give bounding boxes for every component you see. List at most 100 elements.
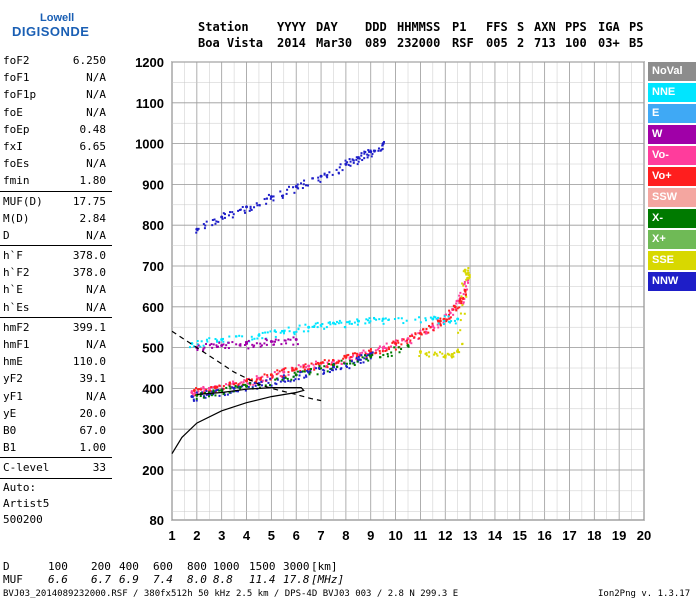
echo-point	[435, 352, 438, 355]
echo-point	[443, 315, 446, 318]
footer-value: 6.7	[91, 573, 111, 586]
echo-point	[447, 353, 450, 356]
echo-point	[330, 361, 333, 364]
echo-point	[345, 364, 348, 367]
echo-point	[263, 198, 266, 201]
echo-point	[239, 382, 242, 385]
echo-point	[462, 297, 465, 300]
echo-point	[249, 383, 252, 386]
echo-point	[406, 342, 409, 345]
header-row2-cell: Boa Vista	[198, 36, 264, 50]
param-name: yE	[3, 406, 17, 420]
echo-point	[467, 274, 470, 277]
echo-point	[397, 341, 400, 344]
echo-point	[468, 274, 471, 277]
echo-point	[269, 339, 273, 343]
echo-point	[242, 383, 245, 386]
echo-point	[410, 333, 413, 336]
echo-point	[248, 382, 251, 385]
footer-value: 1000	[213, 560, 240, 573]
echo-point	[420, 333, 423, 336]
echo-point	[316, 326, 319, 329]
header-row1-cell: DDD	[365, 20, 387, 34]
echo-point	[256, 377, 259, 380]
param-name: C-level	[3, 461, 50, 475]
header-row1-cell: FFS	[486, 20, 508, 34]
echo-point	[439, 323, 442, 326]
echo-point	[309, 370, 312, 373]
echo-point	[204, 396, 207, 399]
echo-point	[293, 333, 296, 336]
footer-value: 800	[187, 560, 207, 573]
echo-point	[281, 329, 284, 332]
echo-point	[402, 338, 405, 341]
param-value: 67.0	[79, 423, 107, 437]
echo-point	[427, 331, 430, 334]
echo-point	[265, 379, 268, 382]
param-value: N/A	[86, 157, 106, 171]
param-name: fxI	[3, 139, 23, 153]
echo-point	[234, 385, 237, 388]
legend: NoVal NNE E W Vo- Vo+ SSW X- X+ SSE NNW	[648, 62, 696, 293]
echo-point	[357, 160, 360, 163]
echo-point	[401, 339, 404, 342]
echo-point	[456, 307, 459, 310]
echo-point	[382, 140, 385, 143]
echo-point	[394, 348, 397, 351]
echo-point	[393, 318, 396, 321]
electron-density-profile	[171, 330, 322, 402]
echo-point	[356, 163, 359, 166]
echo-point	[371, 153, 374, 156]
echo-point	[371, 353, 374, 356]
echo-point	[343, 361, 346, 364]
echo-point	[452, 308, 455, 311]
echo-point	[330, 368, 333, 371]
echo-point	[341, 169, 344, 172]
echo-point	[214, 390, 217, 393]
echo-point	[285, 342, 288, 345]
echo-point	[297, 364, 300, 367]
echo-point	[192, 345, 195, 348]
echo-point	[274, 330, 277, 333]
echo-point	[284, 339, 287, 342]
echo-point	[394, 339, 397, 342]
echo-point	[367, 149, 370, 152]
header-row1-cell: DAY	[316, 20, 338, 34]
echo-point	[276, 369, 279, 372]
echo-point	[210, 394, 213, 397]
echo-point	[414, 332, 417, 335]
echo-point	[212, 389, 215, 392]
echo-point	[397, 346, 400, 349]
echo-point	[400, 348, 403, 351]
header-row2-cell: 713	[534, 36, 556, 50]
echo-point	[361, 356, 364, 359]
echo-point	[317, 363, 320, 366]
echo-point	[245, 205, 249, 209]
echo-point	[281, 375, 284, 378]
echo-point	[314, 363, 317, 366]
echo-point	[418, 350, 422, 354]
echo-point	[393, 346, 396, 349]
echo-point	[199, 395, 202, 398]
echo-point	[296, 183, 299, 186]
echo-point	[345, 321, 348, 324]
echo-point	[200, 340, 203, 343]
echo-point	[315, 367, 318, 370]
echo-point	[266, 331, 269, 334]
echo-point	[287, 373, 290, 376]
header-row1-cell: Station	[198, 20, 249, 34]
echo-point	[365, 318, 368, 321]
echo-point	[369, 348, 372, 351]
echo-point	[459, 312, 462, 315]
legend-item: E	[648, 104, 696, 123]
echo-point	[304, 366, 307, 369]
echo-point	[281, 378, 284, 381]
x-tick-label: 14	[488, 528, 503, 543]
echo-point	[353, 364, 356, 367]
param-row: M(D) 2.84	[0, 210, 112, 227]
echo-point	[331, 321, 335, 325]
echo-point	[222, 392, 225, 395]
x-tick-label: 3	[218, 528, 225, 543]
echo-point	[210, 386, 213, 389]
echo-point	[199, 345, 202, 348]
